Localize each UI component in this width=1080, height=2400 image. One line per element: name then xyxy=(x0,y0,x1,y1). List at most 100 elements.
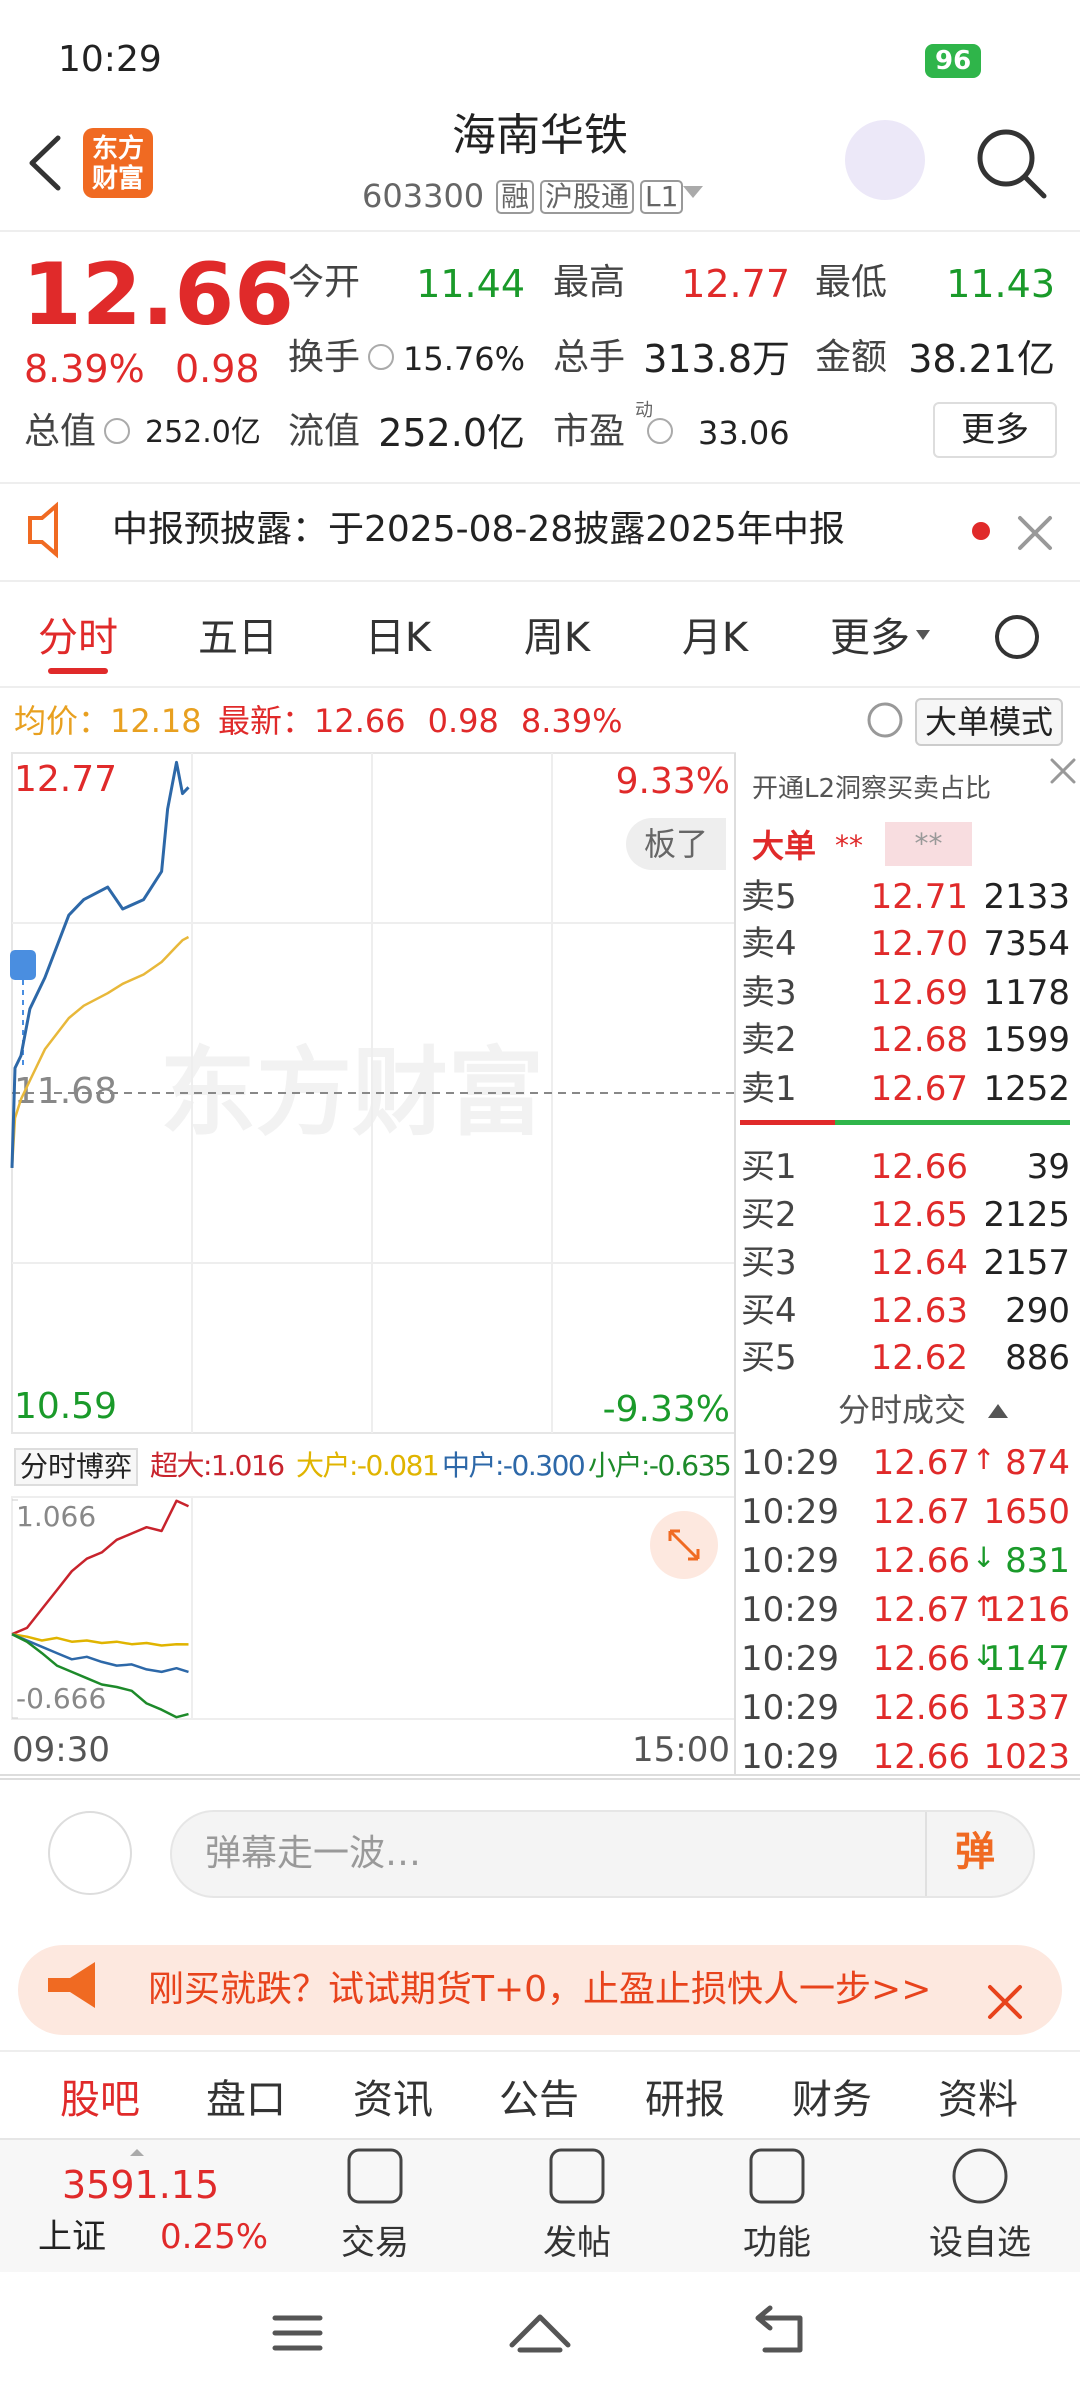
mode-button[interactable]: 大单模式 xyxy=(915,698,1064,746)
tab[interactable]: 分时 xyxy=(38,615,118,661)
book-price: 12.62 xyxy=(870,1338,968,1378)
trade-arrow: ↑ xyxy=(972,1443,996,1476)
ad-close[interactable] xyxy=(988,1985,1022,2019)
search-icon xyxy=(1023,175,1047,199)
dropdown xyxy=(683,186,703,198)
trade-price: 12.67 xyxy=(872,1443,970,1483)
bottom-tab[interactable]: 股吧 xyxy=(60,2077,140,2123)
danmaku-button[interactable]: 弹 xyxy=(955,1829,995,1875)
avg-line xyxy=(10,935,190,1168)
masked: ** xyxy=(885,822,972,866)
book-price: 12.68 xyxy=(870,1020,968,1060)
latest-label: 最新： xyxy=(218,702,315,740)
stat-value: 15.76% xyxy=(402,340,525,378)
badge: 板了 xyxy=(626,818,727,870)
book-volume: 2133 xyxy=(983,877,1070,917)
ad-banner[interactable] xyxy=(18,1945,1062,2035)
trade-price: 12.67 xyxy=(872,1590,970,1630)
bottom-tab[interactable]: 财务 xyxy=(792,2077,872,2123)
avg-value: 12.18 xyxy=(110,702,202,740)
s-marker xyxy=(10,950,36,980)
stat-label: 金额 xyxy=(815,337,888,378)
book-price: 12.71 xyxy=(870,877,968,917)
bottom-tab[interactable]: 盘口 xyxy=(206,2077,286,2123)
tab[interactable]: 五日 xyxy=(198,615,278,661)
comment-icon[interactable] xyxy=(48,1811,132,1895)
tab[interactable]: 更多 xyxy=(830,615,910,661)
stat-value: 12.77 xyxy=(681,262,790,306)
time-label: 15:00 xyxy=(632,1730,730,1770)
nav-label[interactable]: 功能 xyxy=(743,2223,811,2263)
masked: ** xyxy=(835,829,863,862)
trade-volume: 1147 xyxy=(983,1639,1070,1679)
trade-volume: 1023 xyxy=(983,1737,1070,1777)
stock-name: 海南华铁 xyxy=(452,110,628,161)
settings-icon[interactable] xyxy=(995,615,1039,659)
nav-label[interactable]: 设自选 xyxy=(929,2223,1031,2263)
trade-time: 10:29 xyxy=(741,1443,839,1483)
tab[interactable]: 日K xyxy=(364,615,432,661)
stat-label: 最高 xyxy=(553,262,626,303)
book-label: 卖1 xyxy=(741,1069,797,1109)
book-price: 12.66 xyxy=(870,1147,968,1187)
sys-home[interactable] xyxy=(509,2314,571,2353)
trade-volume: 831 xyxy=(1005,1541,1070,1581)
trade-time: 10:29 xyxy=(741,1737,839,1777)
book-volume: 2125 xyxy=(983,1195,1070,1235)
stat-value: 313.8万 xyxy=(643,337,790,381)
stat-label: 最低 xyxy=(815,262,888,303)
stat-label: 总手 xyxy=(553,337,626,378)
info-icon[interactable] xyxy=(104,418,130,444)
book-label: 买3 xyxy=(741,1243,797,1283)
more-button[interactable]: 更多 xyxy=(933,402,1057,458)
book-close[interactable] xyxy=(1050,758,1076,784)
comment-input[interactable] xyxy=(170,1810,1035,1898)
book-volume: 1599 xyxy=(983,1020,1070,1060)
trade-arrow: ↓ xyxy=(972,1639,996,1672)
flow-line xyxy=(11,1632,189,1647)
info-icon[interactable] xyxy=(647,418,673,444)
latest: 最新：12.66 0.98 8.39% xyxy=(218,705,623,737)
bottom-nav xyxy=(0,2138,1080,2272)
stat-value: 11.43 xyxy=(946,262,1055,306)
flow-selector[interactable]: 分时博弈 xyxy=(14,1448,139,1486)
bottom-tab[interactable]: 研报 xyxy=(645,2077,725,2123)
bottom-tab[interactable]: 资讯 xyxy=(353,2077,433,2123)
avatar[interactable] xyxy=(845,120,925,200)
back-icon[interactable] xyxy=(29,135,61,191)
book-price: 12.63 xyxy=(870,1291,968,1331)
stat-label: 今开 xyxy=(288,262,361,303)
search-icon[interactable] xyxy=(977,129,1035,187)
tag: 融 xyxy=(496,180,535,214)
flow-line xyxy=(11,1633,189,1674)
promo[interactable]: 开通L2洞察买卖占比 xyxy=(752,774,992,804)
tag: 沪股通 xyxy=(540,180,635,214)
nav-label[interactable]: 交易 xyxy=(341,2223,409,2263)
tab[interactable]: 周K xyxy=(523,615,591,661)
book-volume: 2157 xyxy=(983,1243,1070,1283)
tab[interactable]: 月K xyxy=(681,615,749,661)
sys-menu[interactable] xyxy=(272,2315,323,2351)
legend-item: 小户:-0.635 xyxy=(588,1449,732,1482)
avg-label-text: 均价： xyxy=(14,702,111,740)
status-time: 10:29 xyxy=(58,39,162,80)
trade-arrow: ↑ xyxy=(972,1590,996,1623)
nav-label[interactable]: 发帖 xyxy=(543,2223,611,2263)
info-icon[interactable] xyxy=(368,344,394,370)
dropdown xyxy=(916,630,930,640)
stock-code: 603300 xyxy=(362,177,485,215)
help-icon[interactable] xyxy=(867,702,903,738)
price-line xyxy=(10,760,190,1168)
sys-back[interactable] xyxy=(755,2305,803,2353)
stat-sup: 动 xyxy=(635,400,653,421)
pct-label: -9.33% xyxy=(602,1389,730,1430)
close-icon[interactable] xyxy=(1018,516,1052,550)
trade-price: 12.66 xyxy=(872,1737,970,1777)
divider xyxy=(0,230,1080,232)
bottom-tab[interactable]: 公告 xyxy=(499,2077,579,2123)
trade-volume: 1650 xyxy=(983,1492,1070,1532)
comment-placeholder: 弹幕走一波… xyxy=(205,1833,422,1874)
bottom-tab[interactable]: 资料 xyxy=(938,2077,1018,2123)
book-volume: 1178 xyxy=(983,973,1070,1013)
